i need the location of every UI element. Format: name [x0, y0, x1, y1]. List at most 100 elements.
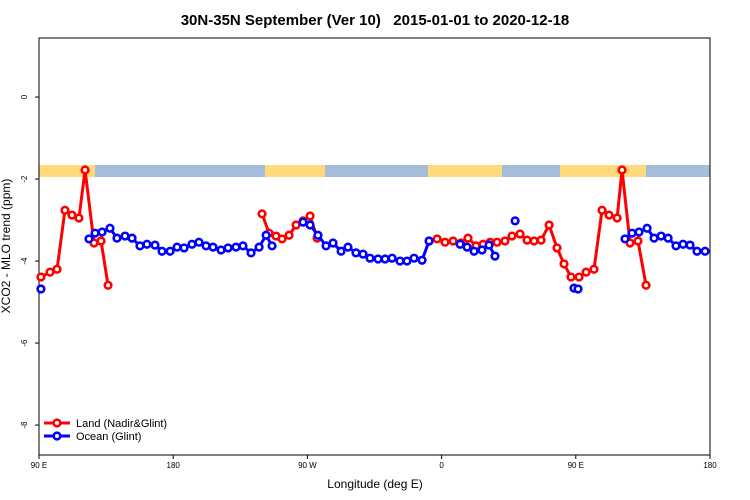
y-axis-label: XCO2 - MLO trend (ppm)	[0, 179, 13, 314]
data-point	[627, 228, 637, 238]
data-point	[261, 230, 271, 240]
data-point	[336, 246, 346, 256]
data-point	[284, 230, 294, 240]
data-point	[187, 239, 197, 249]
data-point	[507, 231, 517, 241]
data-point	[402, 256, 412, 266]
data-point	[589, 264, 599, 274]
data-point	[544, 220, 554, 230]
data-point	[343, 242, 353, 252]
data-point	[559, 259, 569, 269]
data-point	[477, 245, 487, 255]
data-point	[97, 227, 107, 237]
chart-title: 30N-35N September (Ver 10) 2015-01-01 to…	[181, 12, 570, 29]
data-point	[424, 236, 434, 246]
data-point	[298, 217, 308, 227]
data-point	[566, 272, 576, 282]
data-point	[135, 241, 145, 251]
x-tick-label: 90 E	[31, 461, 47, 470]
data-point	[612, 213, 622, 223]
data-point	[492, 237, 502, 247]
data-point	[469, 246, 479, 256]
data-point	[573, 284, 583, 294]
data-point	[641, 280, 651, 290]
data-point	[685, 240, 695, 250]
data-point	[409, 253, 419, 263]
data-point	[373, 254, 383, 264]
data-point	[120, 231, 130, 241]
data-point	[103, 280, 113, 290]
data-point	[432, 234, 442, 244]
data-point	[649, 233, 659, 243]
data-point	[365, 253, 375, 263]
series-line	[87, 220, 706, 291]
data-point	[522, 235, 532, 245]
data-point	[678, 239, 688, 249]
data-point	[500, 236, 510, 246]
data-point	[351, 248, 361, 258]
data-point	[172, 242, 182, 252]
y-tick-label: -4	[20, 257, 29, 265]
data-point	[36, 272, 46, 282]
data-point	[597, 205, 607, 215]
land-band	[560, 165, 646, 177]
data-point	[515, 229, 525, 239]
data-point	[321, 241, 331, 251]
data-point	[529, 236, 539, 246]
data-point	[387, 253, 397, 263]
data-point	[448, 236, 458, 246]
data-point	[150, 240, 160, 250]
data-point	[536, 235, 546, 245]
data-point	[80, 165, 90, 175]
data-point	[510, 216, 520, 226]
x-tick-label: 180	[167, 461, 181, 470]
data-point	[254, 242, 264, 252]
data-point	[305, 211, 315, 221]
plot-frame	[38, 37, 711, 456]
land-band	[428, 165, 502, 177]
data-point	[440, 237, 450, 247]
data-point	[305, 220, 315, 230]
data-point	[692, 246, 702, 256]
x-tick-label: 90 E	[568, 461, 584, 470]
data-point	[380, 254, 390, 264]
data-point	[395, 256, 405, 266]
data-point	[52, 264, 62, 274]
series-line	[40, 168, 648, 286]
data-point	[604, 210, 614, 220]
data-point	[201, 241, 211, 251]
data-point	[328, 238, 338, 248]
data-point	[223, 243, 233, 253]
land-ocean-band	[39, 165, 710, 177]
data-point	[157, 246, 167, 256]
data-point	[617, 165, 627, 175]
data-point	[358, 249, 368, 259]
x-tick-label: 90 W	[298, 461, 317, 470]
data-point	[246, 248, 256, 258]
data-point	[455, 239, 465, 249]
data-point	[633, 236, 643, 246]
data-point	[96, 236, 106, 246]
data-point	[74, 213, 84, 223]
legend-label: Land (Nadir&Glint)	[76, 418, 167, 430]
data-point	[484, 240, 494, 250]
data-point	[142, 239, 152, 249]
data-point	[620, 234, 630, 244]
data-point	[90, 228, 100, 238]
data-point	[663, 233, 673, 243]
data-point	[84, 234, 94, 244]
data-point	[238, 241, 248, 251]
y-tick-label: -6	[20, 339, 29, 347]
data-point	[194, 237, 204, 247]
data-point	[417, 255, 427, 265]
data-point	[291, 220, 301, 230]
legend-marker	[52, 418, 62, 428]
data-point	[105, 223, 115, 233]
y-tick-label: 0	[20, 94, 29, 99]
data-point	[490, 251, 500, 261]
data-point	[574, 272, 584, 282]
legend-label: Ocean (Glint)	[76, 431, 141, 443]
data-point	[112, 233, 122, 243]
data-point	[671, 241, 681, 251]
